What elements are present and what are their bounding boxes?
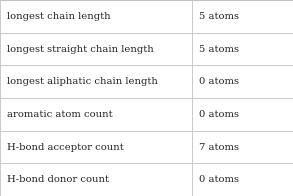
Text: longest aliphatic chain length: longest aliphatic chain length: [7, 77, 158, 86]
Text: 0 atoms: 0 atoms: [199, 77, 239, 86]
Bar: [0, 163, 293, 196]
Bar: [0, 0, 293, 33]
Text: 0 atoms: 0 atoms: [199, 175, 239, 184]
Text: 0 atoms: 0 atoms: [199, 110, 239, 119]
Bar: [0, 131, 293, 163]
Text: H-bond acceptor count: H-bond acceptor count: [7, 142, 124, 152]
Text: 7 atoms: 7 atoms: [199, 142, 239, 152]
Bar: [0, 65, 293, 98]
Text: 5 atoms: 5 atoms: [199, 12, 239, 21]
Text: longest straight chain length: longest straight chain length: [7, 44, 154, 54]
Text: longest chain length: longest chain length: [7, 12, 111, 21]
Text: H-bond donor count: H-bond donor count: [7, 175, 109, 184]
Text: aromatic atom count: aromatic atom count: [7, 110, 113, 119]
Text: 5 atoms: 5 atoms: [199, 44, 239, 54]
Bar: [0, 98, 293, 131]
Bar: [0, 33, 293, 65]
